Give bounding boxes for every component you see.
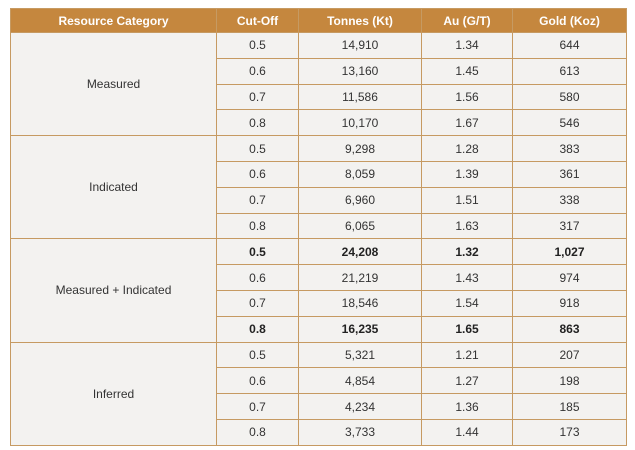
resource-table: Resource Category Cut-Off Tonnes (Kt) Au (G… [10, 8, 627, 446]
column-header: Au (G/T) [421, 8, 513, 33]
category-cell: Inferred [10, 341, 217, 446]
value-cell: 1.51 [421, 186, 513, 214]
category-cell: Measured [10, 31, 217, 137]
value-cell: 21,219 [298, 264, 422, 291]
value-cell: 5,321 [298, 341, 422, 369]
value-cell: 6,065 [298, 212, 422, 240]
value-cell: 13,160 [298, 57, 422, 85]
value-cell: 863 [512, 315, 627, 343]
value-cell: 317 [512, 212, 627, 240]
value-cell: 0.5 [216, 238, 299, 266]
table-body: Measured 0.5 14,910 1.34 644 0.6 13,160 1.45 613… [10, 31, 627, 446]
table-row: Indicated 0.5 9,298 1.28 383 [10, 135, 627, 240]
table-row: 0.8 6,065 1.63 317 [11, 212, 627, 240]
value-cell: 9,298 [298, 135, 422, 162]
value-cell: 546 [512, 109, 627, 137]
value-cell: 3,733 [298, 418, 422, 446]
value-cell: 1.36 [421, 393, 513, 420]
value-cell: 0.5 [216, 341, 299, 369]
value-cell: 1.39 [421, 160, 513, 188]
value-cell: 338 [512, 186, 627, 214]
value-cell: 0.6 [216, 160, 299, 188]
category-cell: Measured + Indicated [10, 238, 217, 343]
value-cell: 0.6 [216, 367, 299, 395]
category-cell: Indicated [10, 135, 217, 240]
value-cell: 1.28 [421, 135, 513, 162]
table-row: 0.6 13,160 1.45 613 [11, 57, 627, 85]
table-row: 0.6 4,854 1.27 198 [11, 367, 627, 395]
value-cell: 0.6 [216, 264, 299, 291]
value-cell: 613 [512, 57, 627, 85]
table-row: 0.7 18,546 1.54 918 [11, 289, 627, 317]
value-cell: 0.5 [216, 32, 299, 59]
value-cell: 1.44 [421, 418, 513, 446]
column-header: Resource Category [10, 8, 217, 33]
table-row: 0.8 10,170 1.67 546 [11, 109, 627, 137]
value-cell: 14,910 [298, 32, 422, 59]
value-cell: 1.43 [421, 264, 513, 291]
value-cell: 974 [512, 264, 627, 291]
value-cell: 173 [512, 418, 627, 446]
value-cell: 1.32 [421, 238, 513, 266]
value-cell: 198 [512, 367, 627, 395]
value-cell: 0.5 [216, 135, 299, 162]
value-cell: 24,208 [298, 238, 422, 266]
value-cell: 6,960 [298, 186, 422, 214]
value-cell: 0.8 [216, 109, 299, 137]
value-cell: 644 [512, 32, 627, 59]
value-cell: 0.7 [216, 83, 299, 111]
value-cell: 0.8 [216, 315, 299, 343]
value-cell: 1.63 [421, 212, 513, 240]
resource-table-container: Resource Category Cut-Off Tonnes (Kt) Au (G… [10, 8, 627, 446]
value-cell: 361 [512, 160, 627, 188]
value-cell: 1.34 [421, 32, 513, 59]
value-cell: 10,170 [298, 109, 422, 137]
value-cell: 1.27 [421, 367, 513, 395]
value-cell: 11,586 [298, 83, 422, 111]
value-cell: 1.54 [421, 289, 513, 317]
table-row: Measured 0.5 14,910 1.34 644 [10, 31, 627, 137]
value-cell: 0.8 [216, 212, 299, 240]
column-header: Gold (Koz) [512, 8, 627, 33]
value-cell: 580 [512, 83, 627, 111]
value-cell: 383 [512, 135, 627, 162]
value-cell: 4,234 [298, 393, 422, 420]
value-cell: 207 [512, 341, 627, 369]
table-row: 0.7 6,960 1.51 338 [11, 186, 627, 214]
value-cell: 0.6 [216, 57, 299, 85]
value-cell: 18,546 [298, 289, 422, 317]
table-row: 0.8 3,733 1.44 173 [11, 418, 627, 446]
value-cell: 1.67 [421, 109, 513, 137]
value-cell: 16,235 [298, 315, 422, 343]
value-cell: 0.7 [216, 393, 299, 420]
table-row: Measured + Indicated 0.5 24,208 1.32 1,027 [10, 238, 627, 343]
header-row: Resource Category Cut-Off Tonnes (Kt) Au (G… [10, 8, 627, 33]
value-cell: 185 [512, 393, 627, 420]
value-cell: 1.21 [421, 341, 513, 369]
value-cell: 0.8 [216, 418, 299, 446]
value-cell: 1.65 [421, 315, 513, 343]
table-row: 0.6 8,059 1.39 361 [11, 160, 627, 188]
value-cell: 1.56 [421, 83, 513, 111]
value-cell: 1,027 [512, 238, 627, 266]
column-header: Cut-Off [216, 8, 299, 33]
value-cell: 0.7 [216, 289, 299, 317]
table-row: 0.6 21,219 1.43 974 [11, 264, 627, 291]
table-row: 0.8 16,235 1.65 863 [11, 315, 627, 343]
value-cell: 1.45 [421, 57, 513, 85]
value-cell: 918 [512, 289, 627, 317]
table-header: Resource Category Cut-Off Tonnes (Kt) Au (G… [10, 8, 627, 33]
table-row: 0.7 11,586 1.56 580 [11, 83, 627, 111]
value-cell: 8,059 [298, 160, 422, 188]
value-cell: 0.7 [216, 186, 299, 214]
column-header: Tonnes (Kt) [298, 8, 422, 33]
value-cell: 4,854 [298, 367, 422, 395]
table-row: Inferred 0.5 5,321 1.21 207 [10, 341, 627, 446]
